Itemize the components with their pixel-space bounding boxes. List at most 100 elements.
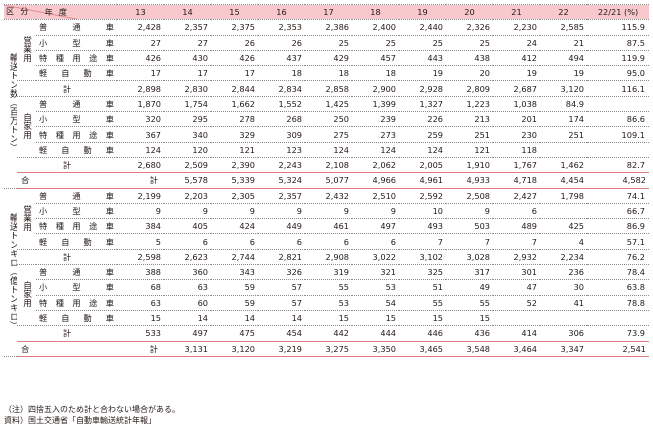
value-cell: 2,005 xyxy=(399,156,446,174)
table-row: 計 2,598 2,623 2,744 2,821 2,908 3,022 3,102 3,02… xyxy=(4,248,649,266)
table-row: 軽自動車 17 17 17 18 18 18 19 20 19 19 95.0 xyxy=(4,65,649,82)
value-cell: 457 xyxy=(352,49,399,67)
value-cell: 454 xyxy=(258,325,305,342)
value-cell: 15 xyxy=(399,309,446,327)
vehicle-type-label: 軽自動車 xyxy=(36,233,117,250)
table-row: 自家用 普通車 388 360 343 326 319 321 325 317 301 236 78.4 xyxy=(4,264,649,327)
table-row: 軽自動車 124 120 121 123 124 124 124 121 118 xyxy=(4,141,649,158)
value-cell: 343 xyxy=(211,264,258,281)
value-cell: 174 xyxy=(540,111,587,128)
value-cell: 2,509 xyxy=(164,156,211,174)
table-row: 小型車 27 27 26 26 25 25 25 25 24 21 87.5 xyxy=(4,34,649,51)
value-cell: 295 xyxy=(164,111,211,128)
value-cell: 309 xyxy=(258,126,305,143)
value-cell: 425 xyxy=(540,218,587,235)
value-cell: 52 xyxy=(493,294,540,311)
group-label-private: 自家用 xyxy=(17,264,36,327)
value-cell: 2,744 xyxy=(211,248,258,266)
value-cell: 213 xyxy=(446,111,493,128)
value-cell: 429 xyxy=(305,49,352,67)
value-cell: 4 xyxy=(540,233,587,250)
value-cell: 2,243 xyxy=(258,156,305,174)
value-cell: 57 xyxy=(258,294,305,311)
year-header: 15 xyxy=(211,3,258,21)
value-cell: 424 xyxy=(211,218,258,235)
value-cell: 2,390 xyxy=(211,156,258,174)
value-cell xyxy=(540,141,587,158)
value-cell: 2,230 xyxy=(493,19,540,36)
value-cell: 25 xyxy=(446,34,493,51)
value-cell: 7 xyxy=(399,233,446,250)
ratio-cell: 66.7 xyxy=(587,202,649,220)
value-cell: 2,427 xyxy=(493,187,540,204)
value-cell: 388 xyxy=(117,264,164,281)
value-cell: 124 xyxy=(399,141,446,158)
value-cell: 1,754 xyxy=(164,95,211,113)
value-cell: 475 xyxy=(211,325,258,342)
group-label-commercial: 営業用 xyxy=(17,187,36,250)
value-cell: 121 xyxy=(446,141,493,158)
subtotal-label: 計 xyxy=(17,156,117,174)
table-row: 特種用途車 426 430 426 437 429 457 443 438 412 494 119.9 xyxy=(4,49,649,67)
table-row: 小型車 9 9 9 9 9 9 10 9 6 66.7 xyxy=(4,202,649,220)
value-cell: 2,326 xyxy=(446,19,493,36)
table-row: 小型車 320 295 278 268 250 239 226 213 201 174 86.6 xyxy=(4,111,649,128)
total-value-cell: 4,966 xyxy=(352,172,399,189)
value-cell: 25 xyxy=(352,34,399,51)
year-header: 18 xyxy=(352,3,399,21)
value-cell: 27 xyxy=(164,34,211,51)
value-cell: 437 xyxy=(258,49,305,67)
value-cell: 27 xyxy=(117,34,164,51)
vehicle-type-label: 普通車 xyxy=(36,19,117,36)
group-label-text: 営業用 xyxy=(21,204,32,231)
value-cell: 438 xyxy=(446,49,493,67)
group-label-text: 営業用 xyxy=(21,36,32,63)
value-cell: 2,900 xyxy=(352,80,399,97)
ratio-cell: 76.2 xyxy=(587,248,649,266)
value-cell: 444 xyxy=(352,325,399,342)
value-cell: 320 xyxy=(117,111,164,128)
value-cell: 2,428 xyxy=(117,19,164,36)
value-cell: 123 xyxy=(258,141,305,158)
value-cell: 17 xyxy=(117,65,164,82)
ratio-cell: 116.1 xyxy=(587,80,649,97)
vehicle-type-label: 軽自動車 xyxy=(36,65,117,82)
rounding-note: （注）四捨五入のため計と合わない場合がある。 xyxy=(4,405,180,414)
value-cell: 259 xyxy=(399,126,446,143)
value-cell: 329 xyxy=(211,126,258,143)
value-cell xyxy=(540,309,587,327)
ratio-cell: 78.8 xyxy=(587,294,649,311)
value-cell: 2,908 xyxy=(305,248,352,266)
section-label-text: 輸送トンキロ（億トンキロ） xyxy=(8,212,17,330)
total-value-cell: 3,347 xyxy=(540,340,587,357)
value-cell: 6 xyxy=(164,233,211,250)
value-cell: 3,120 xyxy=(540,80,587,97)
value-cell: 124 xyxy=(305,141,352,158)
value-cell: 55 xyxy=(446,294,493,311)
value-cell: 19 xyxy=(399,65,446,82)
value-cell: 2,585 xyxy=(540,19,587,36)
value-cell: 3,102 xyxy=(399,248,446,266)
value-cell: 30 xyxy=(540,279,587,296)
total-label-left: 合 xyxy=(21,175,30,186)
total-label-left: 合 xyxy=(21,343,30,354)
value-cell: 63 xyxy=(117,294,164,311)
value-cell: 268 xyxy=(258,111,305,128)
value-cell: 1,223 xyxy=(446,95,493,113)
vehicle-type-label: 普通車 xyxy=(36,187,117,204)
value-cell: 2,928 xyxy=(399,80,446,97)
corner-label-year: 年度 xyxy=(44,7,73,17)
vehicle-type-label: 普通車 xyxy=(36,264,117,281)
value-cell: 236 xyxy=(540,264,587,281)
value-cell: 1,327 xyxy=(399,95,446,113)
value-cell: 250 xyxy=(305,111,352,128)
ratio-cell xyxy=(587,309,649,327)
value-cell: 25 xyxy=(399,34,446,51)
ratio-cell: 57.1 xyxy=(587,233,649,250)
statistics-table-container: 区分 年度 13 14 15 16 17 18 19 20 21 22 22/2… xyxy=(4,3,649,357)
value-cell: 15 xyxy=(117,309,164,327)
value-cell: 7 xyxy=(446,233,493,250)
value-cell: 3,028 xyxy=(446,248,493,266)
year-header: 14 xyxy=(164,3,211,21)
table-row: 特種用途車 63 60 59 57 53 54 55 55 52 41 78.8 xyxy=(4,294,649,311)
